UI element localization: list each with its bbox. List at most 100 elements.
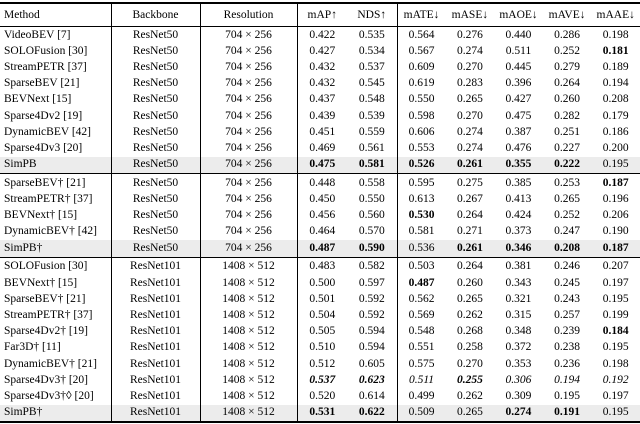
cell-resolution: 1408 × 512 — [200, 372, 298, 389]
cell-map: 0.487 — [297, 240, 347, 258]
cell-maae: 0.208 — [602, 93, 629, 106]
cell-mate: 0.595 — [397, 173, 446, 192]
cell-nds: 0.545 — [347, 75, 398, 92]
column-header-mate: mATE↓ — [397, 3, 446, 27]
cell-mase: 0.265 — [456, 93, 483, 106]
table-row: SimPB† ResNet50 704 × 256 0.487 0.590 0.536 0.… — [0, 240, 640, 258]
cell-backbone: ResNet50 — [111, 207, 201, 224]
cell-mave: 0.265 — [554, 193, 581, 206]
cell-mate: 0.613 — [408, 193, 435, 206]
table-row: Sparse4Dv3† [20] ResNet101 1408 × 512 0.537… — [0, 372, 640, 389]
cell-maae: 0.181 — [602, 44, 629, 57]
cell-map: 0.422 — [309, 28, 336, 41]
table-row: BEVNext [15] ResNet50 704 × 256 0.437 0.548 0… — [0, 91, 640, 108]
cell-mave: 0.279 — [554, 60, 581, 73]
cell-method: DynamicBEV† [21] — [0, 355, 112, 373]
cell-map: 0.505 — [309, 325, 336, 338]
cell-map: 0.464 — [309, 225, 336, 238]
cell-method: SparseBEV† [21] — [0, 173, 112, 192]
cell-map: 0.437 — [309, 93, 336, 106]
cell-resolution: 704 × 256 — [200, 173, 298, 192]
cell-nds: 0.550 — [347, 191, 398, 208]
cell-map: 0.475 — [297, 156, 347, 174]
cell-mate: 0.487 — [408, 276, 435, 289]
cell-resolution: 704 × 256 — [200, 124, 298, 141]
cell-maoe: 0.440 — [505, 28, 532, 41]
cell-nds: 0.605 — [347, 355, 398, 373]
cell-method: StreamPETR† [37] — [0, 191, 112, 208]
cell-mave: 0.286 — [554, 28, 581, 41]
cell-method: Sparse4Dv3† [20] — [0, 372, 112, 389]
cell-resolution: 704 × 256 — [200, 59, 298, 76]
cell-map: 0.456 — [309, 209, 336, 222]
cell-maae: 0.196 — [602, 193, 629, 206]
cell-nds: 0.597 — [347, 275, 398, 292]
cell-mate: 0.619 — [408, 77, 435, 90]
cell-resolution: 704 × 256 — [200, 140, 298, 157]
cell-mase: 0.261 — [445, 240, 495, 258]
cell-nds: 0.548 — [347, 91, 398, 108]
cell-backbone: ResNet50 — [111, 91, 201, 108]
cell-mase: 0.283 — [456, 77, 483, 90]
cell-map: 0.439 — [309, 109, 336, 122]
cell-backbone: ResNet101 — [111, 291, 201, 308]
cell-method: DynamicBEV† [42] — [0, 223, 112, 241]
cell-nds: 0.582 — [347, 257, 398, 275]
cell-mate: 0.503 — [397, 257, 446, 275]
cell-resolution: 704 × 256 — [200, 207, 298, 224]
cell-mase: 0.270 — [456, 357, 483, 370]
cell-mase: 0.274 — [456, 125, 483, 138]
cell-map: 0.531 — [297, 404, 347, 423]
cell-maoe: 0.315 — [505, 308, 532, 321]
cell-maoe: 0.385 — [494, 173, 543, 192]
cell-maoe: 0.381 — [494, 257, 543, 275]
cell-maae: 0.187 — [591, 173, 640, 192]
cell-mase: 0.274 — [456, 141, 483, 154]
cell-mase: 0.264 — [445, 257, 495, 275]
cell-nds: 0.623 — [347, 372, 398, 389]
cell-map: 0.500 — [309, 276, 336, 289]
cell-mave: 0.195 — [554, 389, 581, 402]
cell-backbone: ResNet101 — [111, 404, 201, 423]
cell-map: 0.483 — [297, 257, 347, 275]
table-row: SOLOFusion [30] ResNet50 704 × 256 0.427 0.5… — [0, 43, 640, 60]
cell-resolution: 1408 × 512 — [200, 355, 298, 373]
cell-backbone: ResNet101 — [111, 339, 201, 356]
cell-nds: 0.539 — [347, 107, 398, 125]
table-row: StreamPETR† [37] ResNet50 704 × 256 0.450 0.… — [0, 191, 640, 208]
cell-mate: 0.550 — [408, 93, 435, 106]
cell-nds: 0.534 — [347, 43, 398, 60]
cell-resolution: 704 × 256 — [200, 223, 298, 241]
table-header: Method Backbone Resolution mAP↑ NDS↑ mATE↓ mAS… — [0, 3, 640, 27]
column-header-nds: NDS↑ — [347, 3, 398, 27]
cell-map: 0.501 — [309, 292, 336, 305]
cell-maae: 0.189 — [602, 60, 629, 73]
table-row: StreamPETR† [37] ResNet101 1408 × 512 0.504… — [0, 307, 640, 324]
cell-backbone: ResNet50 — [111, 75, 201, 92]
cell-mase: 0.255 — [456, 373, 483, 386]
cell-maoe: 0.353 — [505, 357, 532, 370]
cell-mave: 0.194 — [554, 373, 581, 386]
cell-maae: 0.206 — [602, 209, 629, 222]
cell-method: SimPB — [0, 156, 112, 174]
table-row: DynamicBEV† [42] ResNet50 704 × 256 0.464 0.… — [0, 223, 640, 241]
cell-map: 0.451 — [309, 125, 336, 138]
cell-mave: 0.252 — [554, 209, 581, 222]
cell-maae: 0.198 — [602, 357, 629, 370]
cell-mase: 0.274 — [456, 44, 483, 57]
cell-mave: 0.260 — [554, 93, 581, 106]
cell-mave: 0.227 — [554, 141, 581, 154]
cell-backbone: ResNet50 — [111, 191, 201, 208]
cell-resolution: 1408 × 512 — [200, 275, 298, 292]
cell-backbone: ResNet50 — [111, 59, 201, 76]
cell-method: Sparse4Dv3 [20] — [0, 140, 112, 157]
cell-method: SparseBEV† [21] — [0, 291, 112, 308]
cell-mate: 0.581 — [408, 225, 435, 238]
table-row: Far3D† [11] ResNet101 1408 × 512 0.510 0.594… — [0, 339, 640, 356]
cell-nds: 0.561 — [347, 140, 398, 157]
cell-mase: 0.276 — [456, 28, 483, 41]
cell-maae: 0.194 — [602, 77, 629, 90]
column-header-mave: mAVE↓ — [542, 3, 592, 27]
cell-maoe: 0.274 — [494, 404, 543, 423]
cell-maoe: 0.346 — [494, 240, 543, 258]
